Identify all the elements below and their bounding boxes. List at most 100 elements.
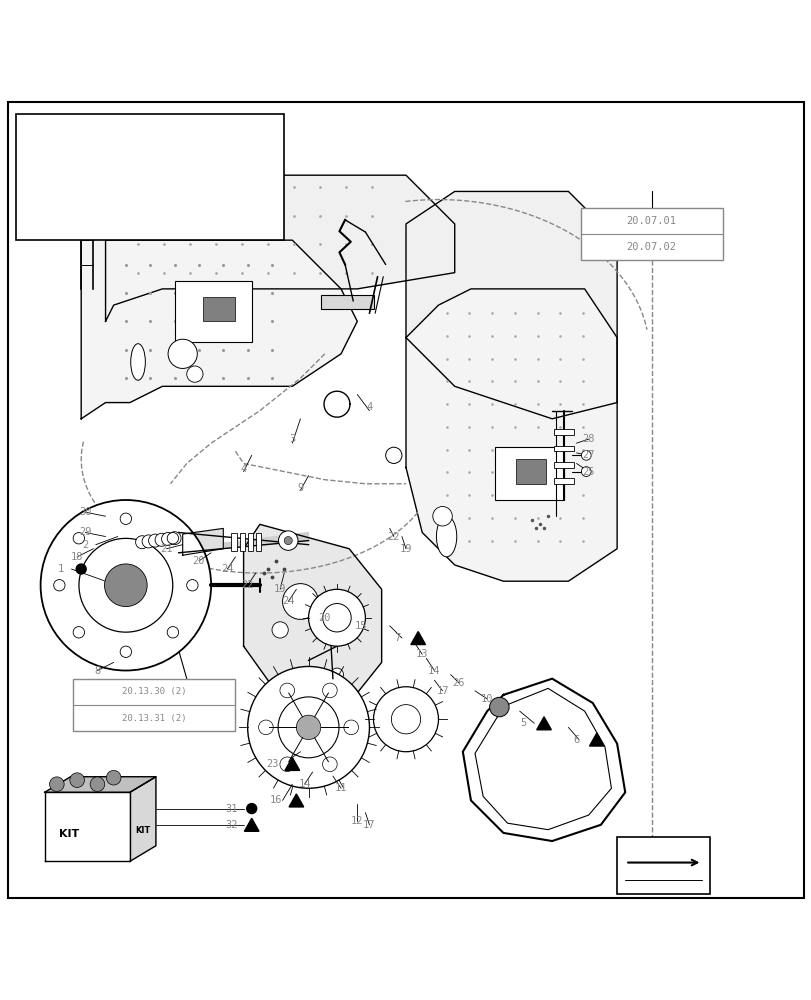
Text: 22: 22: [387, 532, 400, 542]
Text: 32: 32: [225, 820, 238, 830]
Circle shape: [258, 720, 272, 735]
Polygon shape: [289, 794, 303, 807]
Text: 19: 19: [273, 584, 286, 594]
Bar: [495, 447, 564, 500]
Text: 20.13.30 (2): 20.13.30 (2): [122, 687, 187, 696]
Polygon shape: [81, 224, 357, 419]
Circle shape: [280, 757, 294, 772]
Text: 15: 15: [354, 621, 367, 631]
Text: 3: 3: [289, 434, 295, 444]
Bar: [239, 533, 245, 551]
Text: 4: 4: [240, 464, 247, 474]
Text: 20.13.31 (2): 20.13.31 (2): [122, 714, 187, 723]
Text: 1: 1: [58, 564, 64, 574]
Text: 9: 9: [297, 483, 303, 493]
Circle shape: [312, 606, 337, 630]
Text: 4: 4: [366, 402, 372, 412]
Text: 12: 12: [350, 816, 363, 826]
Text: 28: 28: [581, 434, 594, 444]
Circle shape: [148, 534, 161, 547]
Text: 29: 29: [79, 527, 92, 537]
Circle shape: [278, 531, 298, 550]
Bar: [174, 281, 251, 342]
Text: 18: 18: [71, 552, 84, 562]
Text: 30: 30: [79, 507, 92, 517]
Circle shape: [155, 533, 168, 546]
Circle shape: [54, 580, 65, 591]
Text: 8: 8: [94, 666, 101, 676]
Bar: [553, 478, 573, 484]
Bar: [247, 533, 253, 551]
Ellipse shape: [436, 516, 456, 557]
Text: 10: 10: [480, 694, 493, 704]
Text: KIT: KIT: [135, 826, 150, 835]
Circle shape: [105, 564, 147, 607]
Polygon shape: [182, 528, 223, 555]
Text: 23: 23: [265, 759, 278, 769]
Bar: [553, 446, 573, 451]
Circle shape: [322, 757, 337, 772]
Polygon shape: [536, 717, 551, 730]
Circle shape: [246, 803, 257, 814]
Text: 5: 5: [520, 718, 526, 728]
Polygon shape: [178, 532, 308, 553]
Polygon shape: [105, 175, 454, 321]
Text: 17: 17: [436, 686, 448, 696]
Circle shape: [73, 627, 84, 638]
Circle shape: [581, 467, 590, 476]
Polygon shape: [285, 757, 299, 770]
Circle shape: [106, 770, 121, 785]
Circle shape: [581, 450, 590, 460]
Polygon shape: [244, 818, 259, 831]
Polygon shape: [410, 632, 425, 645]
Text: 16: 16: [269, 795, 282, 805]
Circle shape: [167, 627, 178, 638]
Text: 20: 20: [192, 556, 205, 566]
Text: 22: 22: [241, 580, 254, 590]
Circle shape: [187, 580, 198, 591]
Text: 20.07.02: 20.07.02: [626, 242, 676, 252]
Bar: [231, 533, 237, 551]
Ellipse shape: [131, 344, 145, 380]
Bar: [73, 679, 235, 731]
Circle shape: [296, 715, 320, 740]
Polygon shape: [406, 191, 616, 419]
Circle shape: [161, 532, 174, 545]
Circle shape: [120, 646, 131, 657]
Circle shape: [49, 777, 64, 792]
Polygon shape: [406, 289, 616, 581]
Text: 17: 17: [363, 820, 375, 830]
Polygon shape: [130, 777, 156, 861]
Circle shape: [120, 513, 131, 524]
Circle shape: [272, 622, 288, 638]
Circle shape: [142, 535, 155, 548]
Polygon shape: [243, 524, 381, 703]
Bar: [320, 295, 373, 309]
Circle shape: [70, 773, 84, 787]
Text: 13: 13: [415, 649, 428, 659]
Bar: [203, 297, 235, 321]
Circle shape: [75, 563, 87, 575]
Circle shape: [90, 777, 105, 792]
Text: 19: 19: [399, 544, 412, 554]
Circle shape: [432, 506, 452, 526]
Circle shape: [168, 532, 181, 545]
Bar: [616, 837, 710, 894]
Text: 26: 26: [452, 678, 465, 688]
Text: 20.07.01: 20.07.01: [626, 216, 676, 226]
Bar: [515, 459, 546, 484]
Circle shape: [322, 683, 337, 698]
Circle shape: [489, 697, 508, 717]
Circle shape: [167, 533, 178, 544]
Text: 14: 14: [427, 666, 440, 676]
Circle shape: [282, 584, 318, 619]
Circle shape: [73, 533, 84, 544]
Text: 7: 7: [394, 633, 401, 643]
Circle shape: [343, 720, 358, 735]
Bar: [255, 533, 261, 551]
Text: 25: 25: [581, 467, 594, 477]
Polygon shape: [45, 792, 130, 861]
Circle shape: [385, 447, 401, 463]
Bar: [580, 208, 722, 260]
Polygon shape: [462, 679, 624, 841]
